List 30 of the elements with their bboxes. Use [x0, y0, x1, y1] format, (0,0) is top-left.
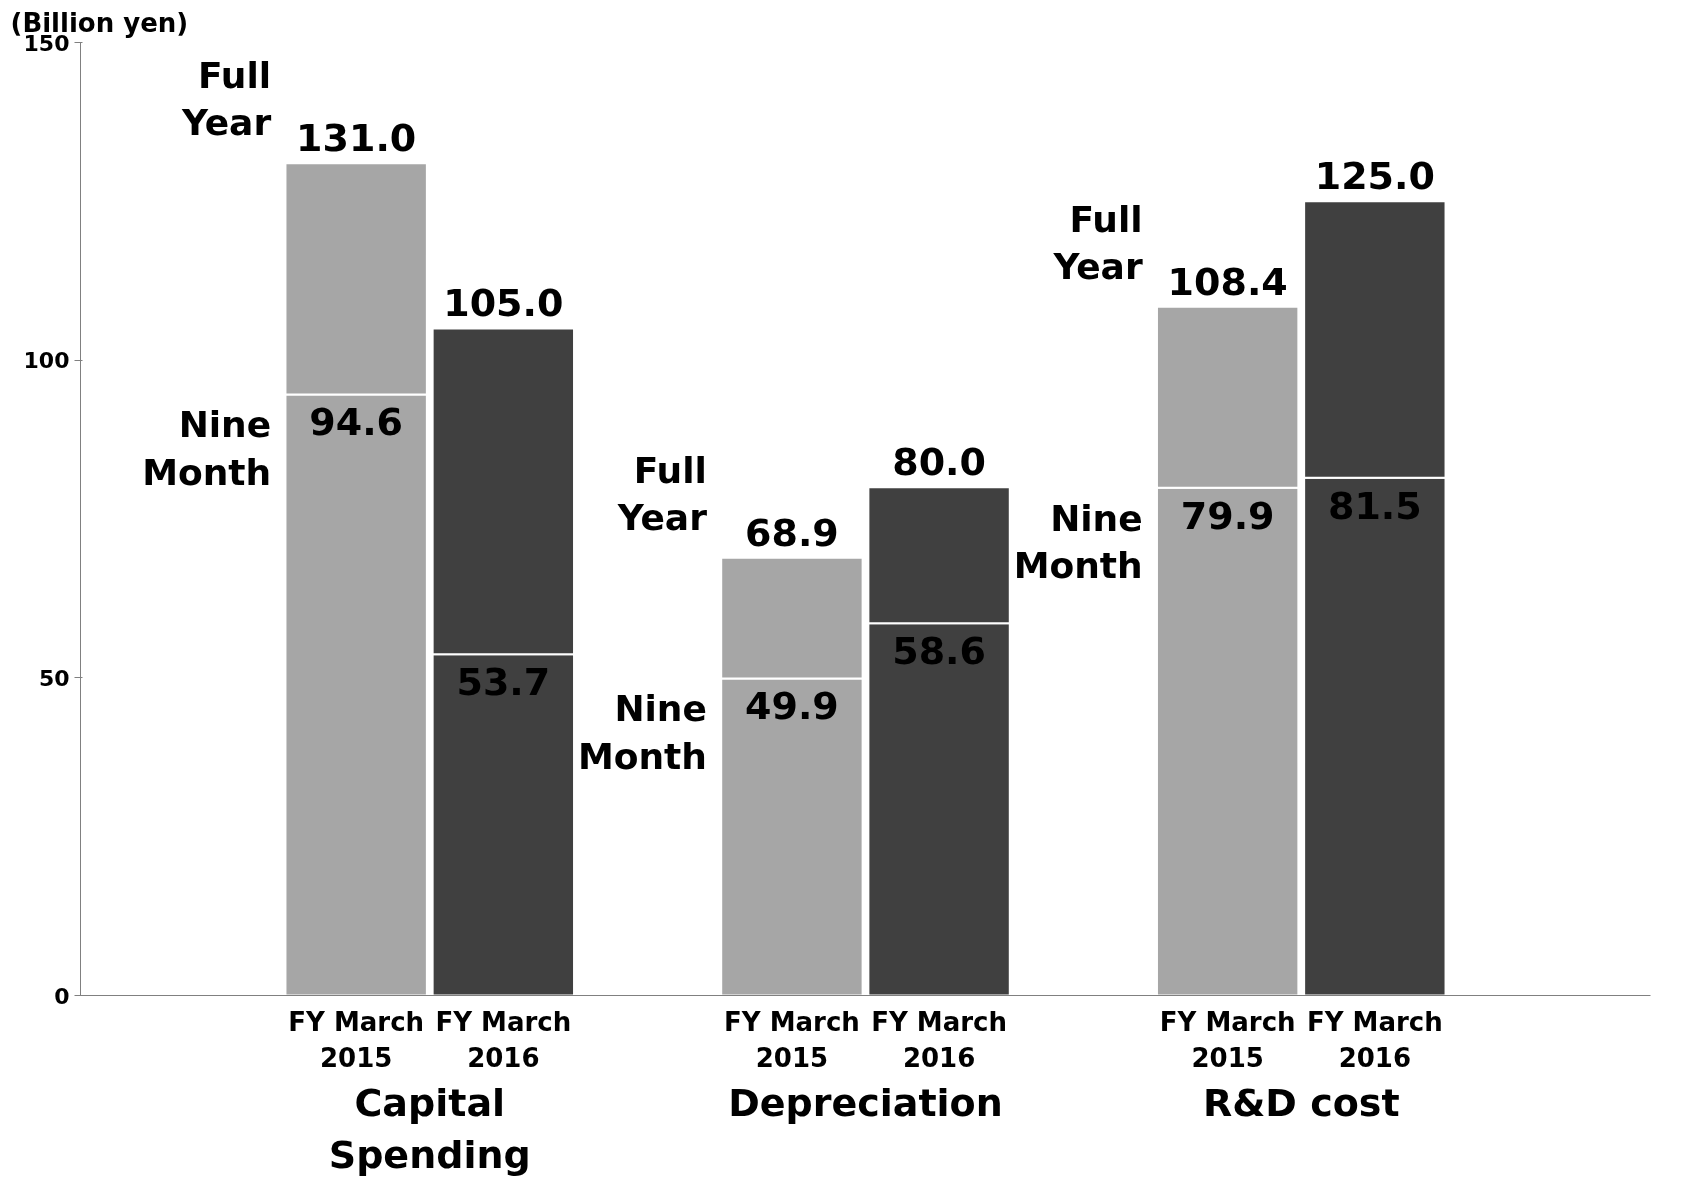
data-label: 58.6	[892, 629, 986, 674]
total-label: 108.4	[1167, 259, 1288, 304]
data-label: 81.5	[1327, 483, 1422, 528]
text: Nine Month	[142, 404, 272, 493]
x-tick-label: FY March 2016	[435, 1006, 572, 1073]
x-tick-label: FY March 2016	[871, 1006, 1007, 1073]
text: R&D cost	[1202, 1080, 1400, 1125]
y-tick-label: 50	[38, 665, 70, 691]
total-label: 105.0	[443, 281, 564, 326]
x-tick-label: FY March 2016	[1306, 1006, 1443, 1073]
text: Capital Spending	[328, 1080, 531, 1178]
text: Full Year	[617, 449, 707, 538]
total-label: 80.0	[892, 440, 986, 485]
y-tick-label: 100	[23, 348, 70, 374]
x-tick-label: FY March 2015	[1159, 1006, 1296, 1073]
x-tick-label: FY March 2015	[288, 1006, 425, 1073]
series-label: Full Year	[180, 55, 272, 144]
total-label: 131.0	[296, 116, 417, 161]
data-label: 49.9	[745, 684, 839, 729]
data-label: 79.9	[1180, 493, 1275, 538]
text: Depreciation	[728, 1080, 1003, 1125]
series-label: Nine Month	[577, 688, 707, 777]
x-tick-label: FY March 2015	[724, 1006, 860, 1073]
data-label: 53.7	[456, 660, 551, 705]
total-label: 68.9	[745, 510, 839, 555]
data-label: 94.6	[309, 400, 404, 445]
y-tick-label: 0	[54, 983, 70, 1009]
text: Nine Month	[1013, 497, 1143, 587]
total-label: 125.0	[1314, 154, 1435, 199]
text: Full Year	[1053, 198, 1143, 287]
